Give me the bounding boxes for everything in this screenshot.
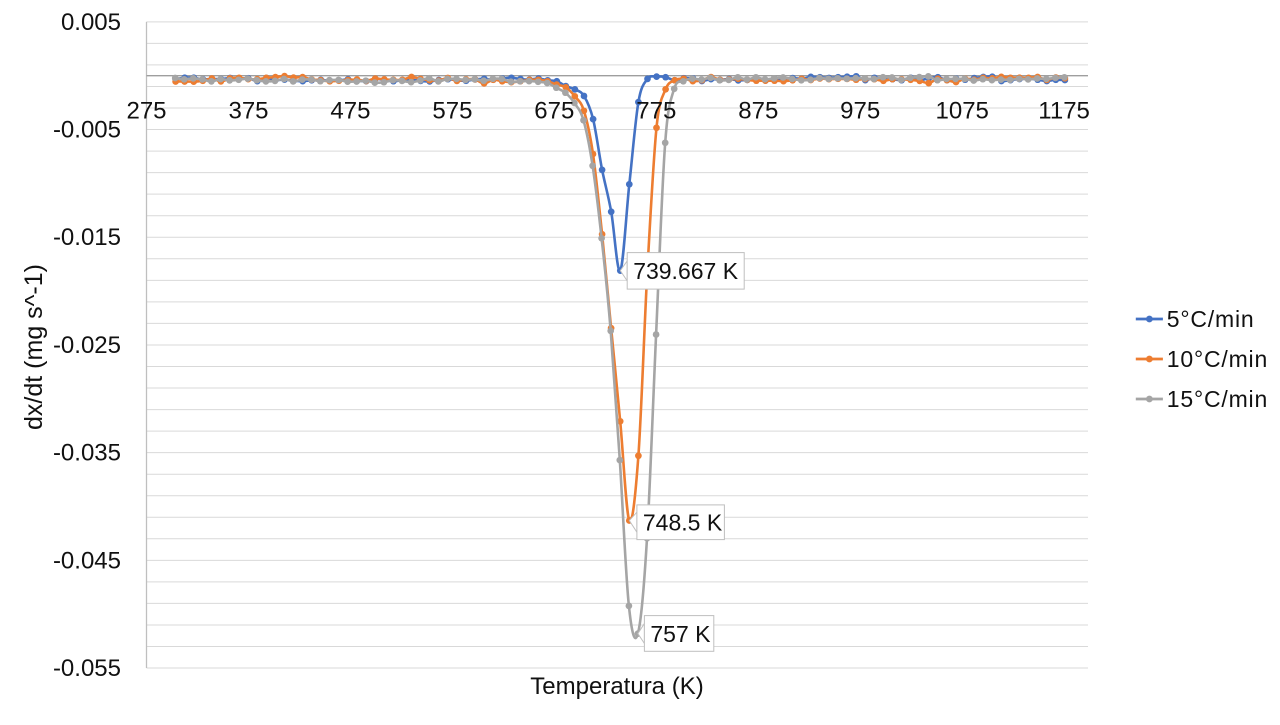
svg-text:375: 375 <box>228 98 268 125</box>
svg-text:-0.055: -0.055 <box>53 655 121 682</box>
svg-text:757 K: 757 K <box>650 621 711 647</box>
svg-text:5°C/min: 5°C/min <box>1167 306 1255 332</box>
svg-text:-0.035: -0.035 <box>53 440 121 467</box>
svg-text:-0.025: -0.025 <box>53 332 121 359</box>
svg-text:15°C/min: 15°C/min <box>1167 386 1268 412</box>
svg-text:575: 575 <box>432 98 472 125</box>
svg-text:975: 975 <box>840 98 880 125</box>
svg-text:-0.045: -0.045 <box>53 547 121 574</box>
svg-text:Temperatura (K): Temperatura (K) <box>530 673 703 700</box>
svg-text:10°C/min: 10°C/min <box>1167 346 1268 372</box>
svg-text:-0.015: -0.015 <box>53 224 121 251</box>
svg-text:675: 675 <box>534 98 574 125</box>
svg-text:1175: 1175 <box>1038 98 1090 125</box>
svg-text:739.667 K: 739.667 K <box>633 258 739 284</box>
svg-text:875: 875 <box>738 98 778 125</box>
svg-text:-0.005: -0.005 <box>53 117 121 144</box>
svg-text:1075: 1075 <box>936 98 989 125</box>
svg-text:775: 775 <box>636 98 676 125</box>
svg-text:748.5 K: 748.5 K <box>643 510 723 536</box>
svg-text:dx/dt (mg s^-1): dx/dt (mg s^-1) <box>20 264 48 430</box>
svg-text:275: 275 <box>126 98 166 125</box>
svg-text:0.005: 0.005 <box>61 9 121 36</box>
svg-text:475: 475 <box>330 98 370 125</box>
